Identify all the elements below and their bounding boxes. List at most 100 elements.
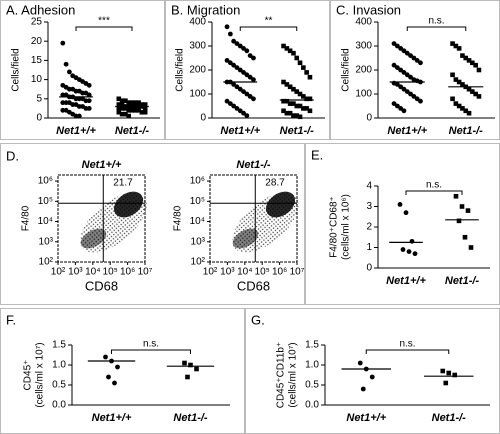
data-point — [304, 96, 309, 102]
x-tick-label: Net1-/- — [115, 125, 150, 137]
y-tick-label: 10⁵ — [38, 196, 53, 207]
data-point — [468, 245, 474, 250]
data-point — [450, 96, 455, 102]
data-point — [287, 110, 293, 116]
y-tick-label: 300 — [189, 41, 206, 52]
data-point — [123, 111, 128, 117]
data-point — [284, 82, 290, 87]
data-point — [450, 72, 455, 78]
data-point — [294, 89, 300, 94]
data-point — [234, 41, 240, 46]
data-point — [394, 82, 400, 87]
data-point — [115, 364, 120, 370]
plot-border — [209, 174, 298, 263]
x-tick-label: 10³ — [220, 267, 235, 278]
data-point — [456, 46, 462, 51]
data-point — [470, 89, 475, 94]
x-tick-label: Net1+/+ — [220, 125, 260, 137]
data-point — [281, 79, 286, 85]
y-tick-label: 0.0 — [305, 400, 319, 411]
plot-border — [57, 174, 146, 263]
data-point — [401, 86, 407, 92]
data-point — [86, 82, 92, 88]
panel-title: A. Adhesion — [6, 2, 75, 17]
data-point — [281, 108, 286, 114]
data-point — [123, 106, 128, 111]
y-axis-label: (cells/ml x 10⁷) — [35, 342, 46, 407]
data-point — [456, 79, 462, 85]
y-axis-label: CD45⁺CD11b⁺ — [276, 342, 287, 409]
data-point — [287, 84, 293, 90]
y-tick-label: 0.0 — [52, 400, 66, 411]
data-point — [401, 70, 407, 75]
y-tick-label: 300 — [355, 41, 372, 52]
significance-bracket — [75, 26, 133, 31]
data-point — [224, 24, 230, 30]
plot-title: Net1+/+ — [82, 159, 122, 171]
data-point — [408, 74, 413, 80]
significance-label: n.s. — [428, 16, 444, 27]
panel-label: E. — [311, 147, 323, 162]
data-point — [83, 106, 89, 111]
y-axis-label: F4/80 — [21, 205, 32, 231]
data-point — [294, 103, 300, 109]
significance-bracket — [111, 349, 191, 354]
data-point — [142, 106, 148, 111]
data-point — [304, 70, 309, 75]
data-point — [452, 372, 458, 378]
data-point — [398, 46, 404, 51]
y-tick-label: 10³ — [191, 236, 206, 247]
y-tick-label: 10² — [191, 257, 206, 268]
x-tick-label: 10³ — [68, 267, 83, 278]
data-point — [287, 48, 293, 54]
data-point — [450, 41, 455, 46]
data-point — [473, 62, 478, 68]
data-point — [126, 113, 131, 119]
y-axis-label: Cells/field — [11, 48, 22, 91]
data-point — [86, 106, 92, 111]
panel-frame — [165, 0, 330, 140]
data-point — [67, 69, 72, 75]
y-tick-label: 10⁶ — [190, 176, 205, 187]
data-point — [446, 370, 452, 376]
panel-frame — [0, 0, 165, 140]
data-point — [297, 114, 303, 120]
y-tick-label: 10⁶ — [38, 176, 53, 187]
data-point — [129, 100, 135, 105]
data-point — [116, 102, 122, 107]
significance-label: n.s. — [426, 180, 442, 191]
data-point — [73, 113, 79, 119]
data-point — [459, 204, 465, 209]
x-tick-label: 10⁶ — [272, 267, 287, 278]
data-point — [231, 62, 237, 68]
event-density — [265, 191, 296, 218]
data-point — [237, 86, 243, 92]
y-tick-label: 0.5 — [52, 380, 66, 391]
x-tick-label: 10⁴ — [85, 267, 100, 278]
y-tick-label: 3 — [366, 201, 372, 212]
event-density — [80, 228, 107, 249]
data-point — [237, 67, 243, 73]
data-point — [412, 251, 418, 257]
data-point — [116, 109, 122, 115]
quadrant-percent: 28.7 — [265, 178, 285, 189]
data-point — [466, 86, 472, 92]
event-density — [232, 192, 299, 253]
y-tick-label: 1.5 — [305, 340, 319, 351]
x-axis-label: CD68 — [85, 278, 118, 293]
data-point — [70, 102, 76, 107]
data-point — [237, 43, 243, 49]
data-point — [406, 249, 412, 255]
x-tick-label: Net1+/+ — [386, 275, 426, 287]
y-tick-label: 10³ — [39, 236, 54, 247]
data-point — [398, 84, 404, 90]
y-tick-label: 10⁴ — [38, 216, 53, 227]
x-tick-label: 10⁶ — [120, 267, 135, 278]
event-density — [232, 228, 259, 249]
data-point — [401, 108, 407, 114]
data-point — [391, 62, 397, 68]
x-tick-label: Net1-/- — [445, 275, 480, 287]
data-point — [401, 48, 407, 54]
data-point — [251, 77, 256, 82]
